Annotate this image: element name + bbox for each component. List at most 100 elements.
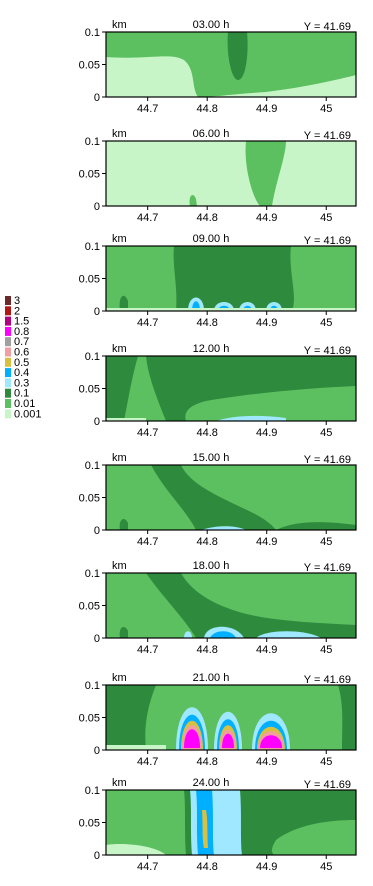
contour-fill xyxy=(202,810,208,848)
contour-fill xyxy=(189,195,197,206)
x-tick-label: 45 xyxy=(320,427,332,439)
legend-swatch xyxy=(5,316,11,326)
contour-fill xyxy=(146,573,356,638)
legend-label: 0.5 xyxy=(14,357,29,369)
contour-fill xyxy=(106,685,156,750)
y-unit-label: km xyxy=(112,343,127,355)
x-tick-label: 44.9 xyxy=(256,644,277,656)
legend-label: 0.8 xyxy=(14,326,29,338)
y-position-label: Y = 41.69 xyxy=(304,235,351,247)
contour-fill xyxy=(119,627,128,638)
x-tick-label: 44.9 xyxy=(256,212,277,224)
contour-fill xyxy=(106,56,198,97)
y-tick-label: 0.1 xyxy=(85,785,100,797)
x-tick-label: 44.7 xyxy=(137,317,158,329)
legend-swatch xyxy=(5,306,11,316)
legend-label: 0.01 xyxy=(14,398,35,410)
y-tick-label: 0 xyxy=(94,201,100,213)
y-tick-label: 0.1 xyxy=(85,460,100,472)
plot-area xyxy=(106,356,356,421)
x-tick-label: 44.9 xyxy=(256,427,277,439)
y-unit-label: km xyxy=(112,452,127,464)
y-tick-label: 0 xyxy=(94,306,100,318)
y-tick-label: 0.05 xyxy=(79,169,100,181)
plot-area xyxy=(106,685,356,750)
plot-area xyxy=(106,573,356,638)
color-legend: 321.50.80.70.60.50.40.30.10.010.001 xyxy=(5,295,42,420)
plot-area xyxy=(106,790,356,855)
y-position-label: Y = 41.69 xyxy=(304,130,351,142)
plot-area xyxy=(106,141,356,206)
time-label: 09.00 h xyxy=(193,233,230,245)
panel: km 15.00 h Y = 41.69 0 0.05 0.1 44.7 44.8 44.9 45 xyxy=(79,452,357,548)
x-tick-label: 44.9 xyxy=(256,536,277,548)
contour-fill xyxy=(106,745,166,750)
x-tick-label: 44.7 xyxy=(137,212,158,224)
x-tick-label: 44.9 xyxy=(256,103,277,115)
x-tick-label: 44.8 xyxy=(196,536,217,548)
legend-swatch xyxy=(5,409,11,419)
contour-fill xyxy=(206,75,356,97)
contour-fill xyxy=(106,308,356,311)
x-tick-label: 45 xyxy=(320,317,332,329)
x-tick-label: 44.7 xyxy=(137,427,158,439)
contour-fill xyxy=(210,631,236,638)
contour-fill xyxy=(106,844,166,855)
contour-fill xyxy=(184,631,192,638)
y-unit-label: km xyxy=(112,777,127,789)
y-tick-label: 0.1 xyxy=(85,680,100,692)
y-tick-label: 0.05 xyxy=(79,274,100,286)
y-position-label: Y = 41.69 xyxy=(304,779,351,791)
time-label: 18.00 h xyxy=(193,560,230,572)
panel: km 12.00 h Y = 41.69 0 0.05 0.1 44.7 44.8 44.9 45 xyxy=(79,343,357,439)
y-position-label: Y = 41.69 xyxy=(304,454,351,466)
legend-swatch xyxy=(5,326,11,336)
x-tick-label: 45 xyxy=(320,103,332,115)
y-tick-label: 0 xyxy=(94,92,100,104)
x-tick-label: 45 xyxy=(320,756,332,768)
y-unit-label: km xyxy=(112,233,127,245)
panel: km 24.00 h Y = 41.69 0 0.05 0.1 44.7 44.8 44.9 45 xyxy=(79,777,357,873)
y-position-label: Y = 41.69 xyxy=(304,21,351,33)
contour-fill xyxy=(119,295,128,311)
y-unit-label: km xyxy=(112,128,127,140)
y-tick-label: 0.1 xyxy=(85,568,100,580)
y-tick-label: 0 xyxy=(94,745,100,757)
y-tick-label: 0 xyxy=(94,850,100,862)
contour-fill xyxy=(276,522,356,530)
legend-label: 0.4 xyxy=(14,367,29,379)
time-label: 06.00 h xyxy=(193,128,230,140)
x-tick-label: 44.9 xyxy=(256,861,277,873)
contour-fill xyxy=(146,356,356,421)
x-tick-label: 44.9 xyxy=(256,756,277,768)
time-label: 03.00 h xyxy=(193,19,230,31)
panel: km 09.00 h Y = 41.69 0 0.05 0.1 44.7 44.8 44.9 45 xyxy=(79,233,357,329)
plot-area xyxy=(106,246,356,311)
y-tick-label: 0 xyxy=(94,525,100,537)
legend-swatch xyxy=(5,357,11,367)
contour-fill xyxy=(184,729,200,748)
legend-label: 1.5 xyxy=(14,316,29,328)
x-tick-label: 44.8 xyxy=(196,212,217,224)
y-unit-label: km xyxy=(112,19,127,31)
x-tick-label: 44.8 xyxy=(196,317,217,329)
x-tick-label: 45 xyxy=(320,536,332,548)
plot-area xyxy=(106,32,356,97)
y-tick-label: 0.05 xyxy=(79,818,100,830)
legend-swatch xyxy=(5,337,11,347)
contour-fill xyxy=(106,141,356,206)
y-tick-label: 0.1 xyxy=(85,27,100,39)
x-tick-label: 44.8 xyxy=(196,427,217,439)
x-tick-label: 45 xyxy=(320,861,332,873)
x-tick-label: 44.8 xyxy=(196,644,217,656)
contour-fill xyxy=(173,246,294,311)
time-label: 21.00 h xyxy=(193,672,230,684)
legend-label: 0.3 xyxy=(14,377,29,389)
legend-label: 3 xyxy=(14,295,20,307)
time-label: 24.00 h xyxy=(193,777,230,789)
y-tick-label: 0.1 xyxy=(85,136,100,148)
plot-area xyxy=(106,465,356,530)
legend-swatch xyxy=(5,388,11,398)
y-unit-label: km xyxy=(112,560,127,572)
